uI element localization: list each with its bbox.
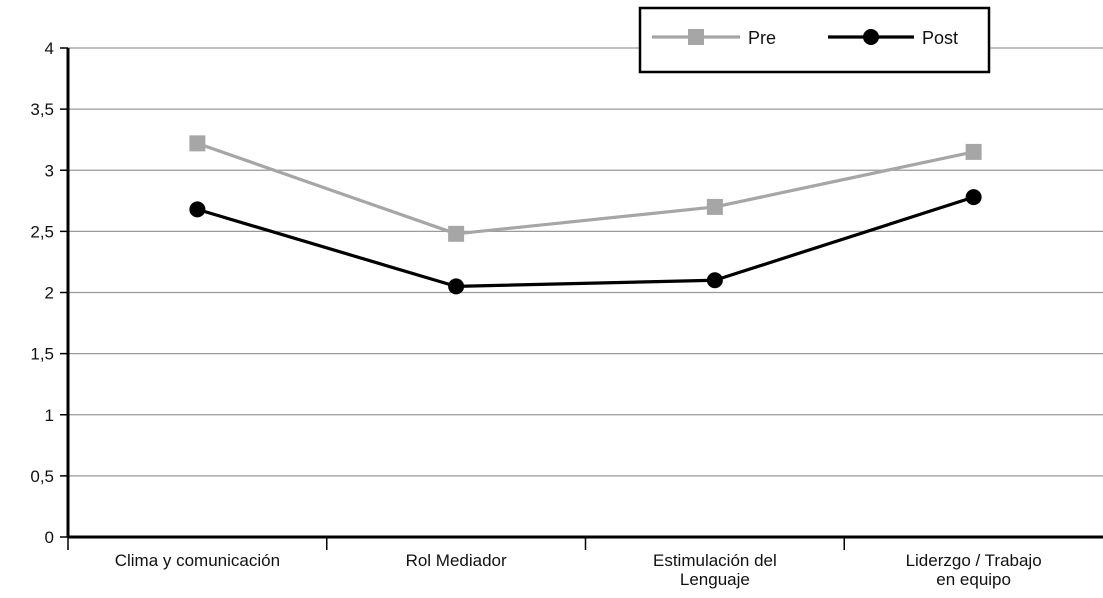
y-tick-label: 4: [45, 39, 54, 58]
legend-label-pre: Pre: [748, 28, 776, 48]
y-tick-label: 3,5: [30, 100, 54, 119]
data-point-pre: [965, 143, 982, 160]
series-layer: [189, 135, 982, 295]
y-tick-label: 3: [45, 161, 54, 180]
y-tick-label: 1,5: [30, 345, 54, 364]
y-tick-label: 1: [45, 406, 54, 425]
data-point-post: [965, 189, 982, 206]
series-line-pre: [196, 141, 974, 236]
y-tick-label: 0: [45, 528, 54, 547]
x-tick-label: Liderzgo / Trabajo: [906, 551, 1042, 570]
x-tick-label: Clima y comunicación: [115, 551, 280, 570]
legend-label-post: Post: [922, 28, 958, 48]
legend-marker-post: [863, 29, 879, 45]
legend-marker-pre: [688, 29, 704, 45]
y-tick-label: 0,5: [30, 467, 54, 486]
series-line-post: [196, 195, 975, 288]
legend: Pre Post: [638, 6, 991, 74]
x-tick-label: Rol Mediador: [406, 551, 507, 570]
y-tick-label: 2,5: [30, 222, 54, 241]
data-point-pre: [448, 225, 465, 242]
data-point-pre: [706, 198, 723, 215]
data-point-post: [706, 272, 723, 289]
y-tick-label: 2: [45, 284, 54, 303]
data-point-pre: [189, 135, 206, 152]
data-point-post: [189, 201, 206, 218]
x-tick-label: en equipo: [936, 570, 1011, 589]
x-tick-label: Estimulación del: [653, 551, 777, 570]
data-point-post: [448, 278, 465, 295]
x-tick-label: Lenguaje: [680, 570, 750, 589]
axis-layer: 0 0,5 1 1,5 2 2,5 3 3,5 4 Clima y comunicación Rol…: [30, 39, 1103, 589]
grid-layer: [68, 47, 1103, 477]
